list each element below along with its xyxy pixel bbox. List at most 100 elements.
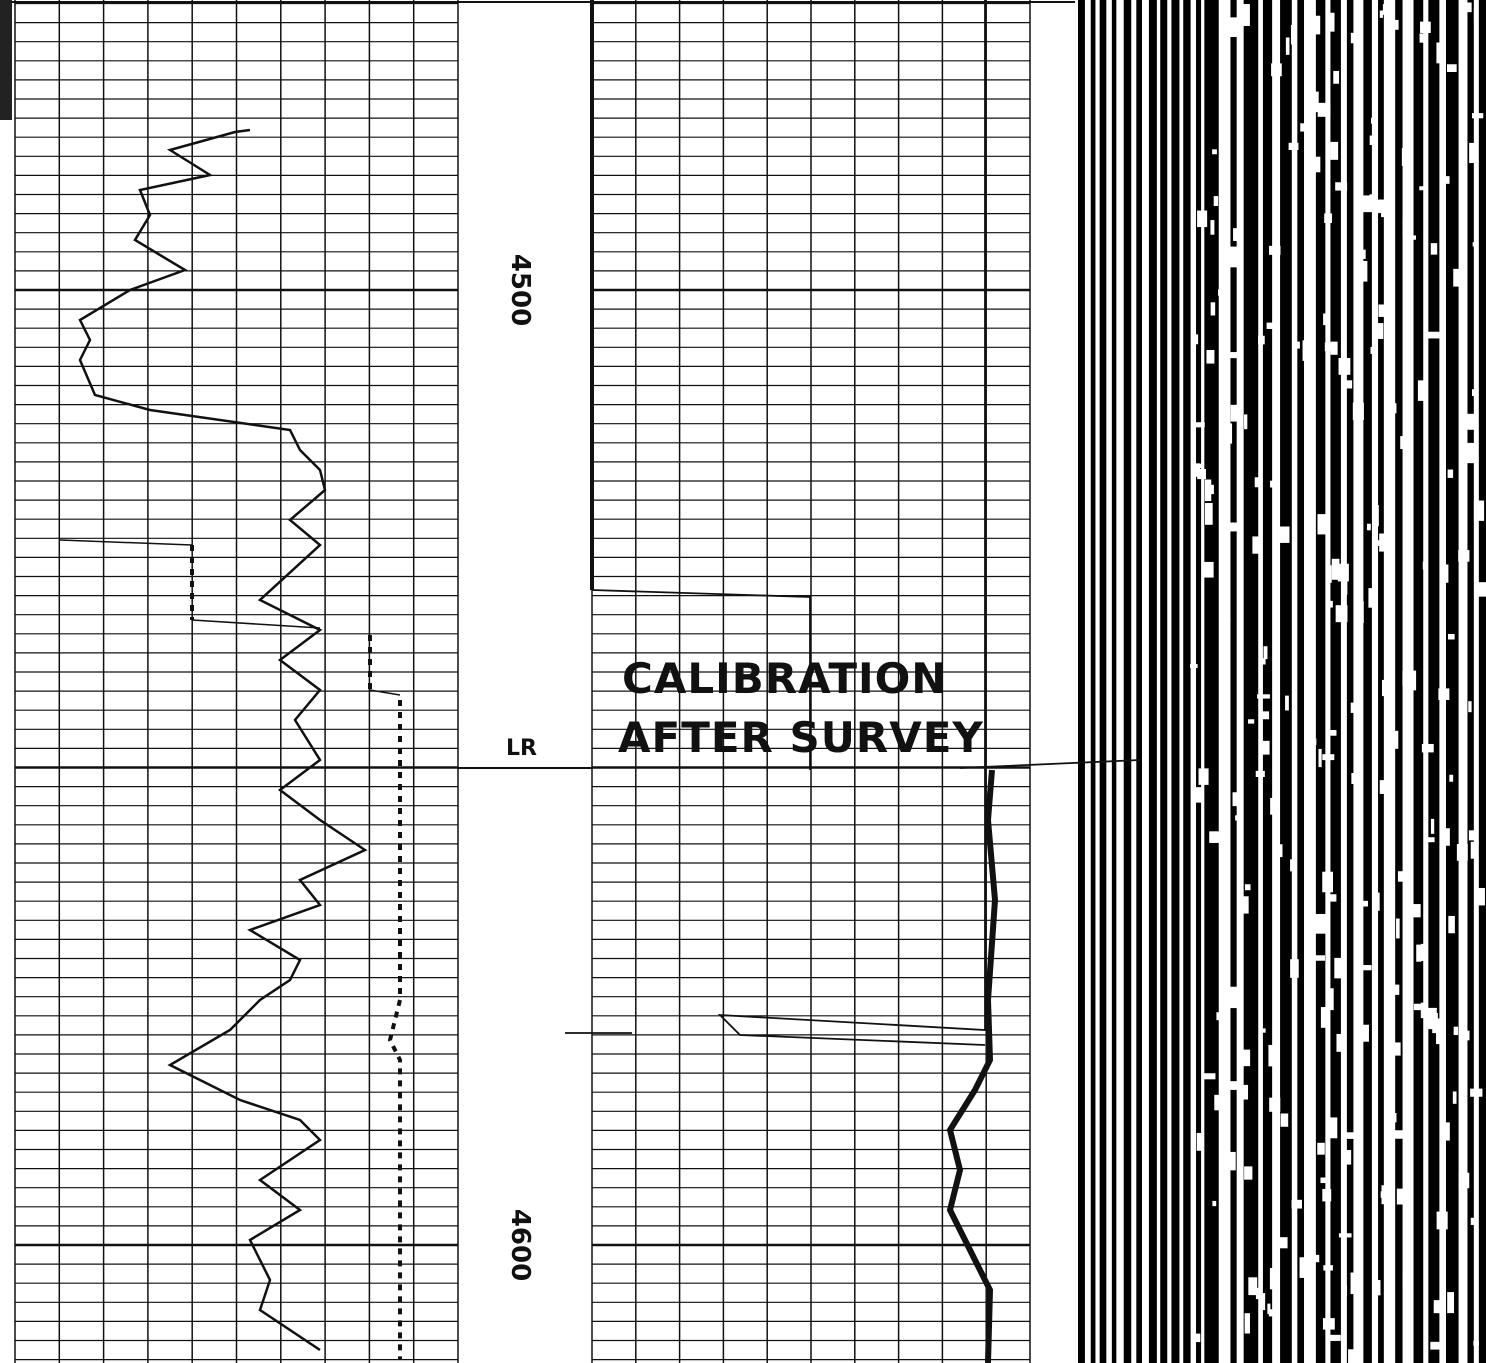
stripe-break [1445,176,1449,184]
stripe-break [1323,313,1328,325]
stripe-break [1335,182,1347,190]
stripe [1160,0,1167,1363]
stripe-break [1305,1192,1315,1209]
stripe-break [1404,671,1417,691]
stripe-break [1339,1233,1352,1237]
stripe-break [1466,1031,1470,1041]
stripe-break [1204,562,1214,578]
stripe-break [1378,304,1391,316]
stripe-break [1457,844,1468,861]
stripe-break [1382,680,1394,696]
stripe-break [1244,1166,1252,1179]
stripe-break [1357,261,1367,282]
stripe-break [1346,380,1352,388]
stripe-break [1341,305,1345,325]
stripe [1183,0,1190,1363]
stripe-break [1220,618,1231,623]
stripe [1100,0,1107,1363]
stripe-break [1199,768,1209,784]
stripe-break [1212,149,1217,154]
stripe-break [1318,103,1331,117]
stripe-break [1319,749,1322,767]
stripe-break [1476,888,1485,905]
stripe-break [1239,51,1243,55]
stripe-break [1279,1237,1288,1248]
stripe-break [1453,1091,1457,1103]
stripe-break [1228,247,1239,268]
stripe-break [1329,1117,1338,1138]
stripe-break [1431,243,1437,255]
stripe-break [1268,1045,1280,1066]
stripe-break [1371,118,1378,124]
stripe-break [1209,831,1221,843]
stripe-break [1421,1003,1424,1019]
stripe-break [1317,1143,1325,1155]
stripe-break [1396,919,1400,939]
stripe-break [1336,605,1348,622]
stripe-break [1478,582,1486,596]
stripe-break [1442,565,1449,583]
stripe-break [1421,944,1425,961]
stripe-break [1321,1007,1327,1028]
stripe-break [1223,447,1227,458]
stripe-break [1205,480,1211,502]
stripe-break [1196,422,1205,427]
stripe-break [1377,1280,1381,1295]
stripe-break [1351,773,1355,784]
stripe-break [1339,358,1351,375]
stripe-break [1307,733,1314,752]
stripe-break [1418,380,1428,401]
calibration-curve-heavy [950,770,995,1363]
stripe [1078,0,1085,1363]
stripe-break [1383,4,1391,15]
stripe-break [1437,1212,1448,1230]
stripe-break [1465,449,1475,463]
stripe-break [1305,387,1308,399]
stripe-break [1274,844,1282,857]
stripe-break [1281,1113,1289,1126]
stripe-break [1354,250,1365,259]
well-log: 4500 4600 LR CALIBRATION AFTER SURVEY [0,0,1486,1363]
stripe-break [1386,1267,1391,1285]
stripe [1263,0,1272,1363]
stripe-break [1326,601,1333,608]
stripe-break [1262,658,1266,664]
stripe-break [1375,893,1380,911]
stripe-break [1459,1173,1469,1189]
stripe-break [1225,423,1232,443]
stripe [1428,0,1439,1363]
stripe-break [1474,7,1478,22]
stripe-break [1440,776,1446,783]
stripe [1330,0,1340,1363]
stripe-break [1473,1341,1479,1346]
stripe-break [1315,1255,1320,1262]
marker-label: LR [506,736,537,761]
stripe-break [1245,1313,1250,1333]
stripe-break [1235,815,1239,820]
stripe-break [1206,350,1214,364]
stripe-break [1438,688,1449,700]
stripe-break [1239,1085,1248,1100]
stripe-break [1426,837,1434,842]
stripe-break [1471,1218,1476,1225]
stripe-break [1458,550,1469,562]
stripe-break [1320,1178,1327,1184]
stripe [1149,0,1157,1363]
stripe-break [1357,1025,1369,1042]
stripe-break [1255,477,1260,487]
stripe-break [1330,13,1335,32]
stripe-break [1270,1268,1279,1289]
stripe-break [1226,1081,1238,1090]
stripe-break [1323,1318,1335,1329]
stripe-break [1317,514,1325,534]
density-track [1075,0,1486,1363]
stripe-break [1472,389,1476,396]
stripe-break [1465,414,1477,430]
stripe-break [1216,1012,1226,1020]
stripe-break [1416,945,1421,962]
stripe-break [1315,914,1328,934]
stripe-break [1292,1200,1302,1209]
stripe [1467,0,1473,1363]
stripe-break [1312,157,1321,173]
stripe-break [1449,775,1453,782]
